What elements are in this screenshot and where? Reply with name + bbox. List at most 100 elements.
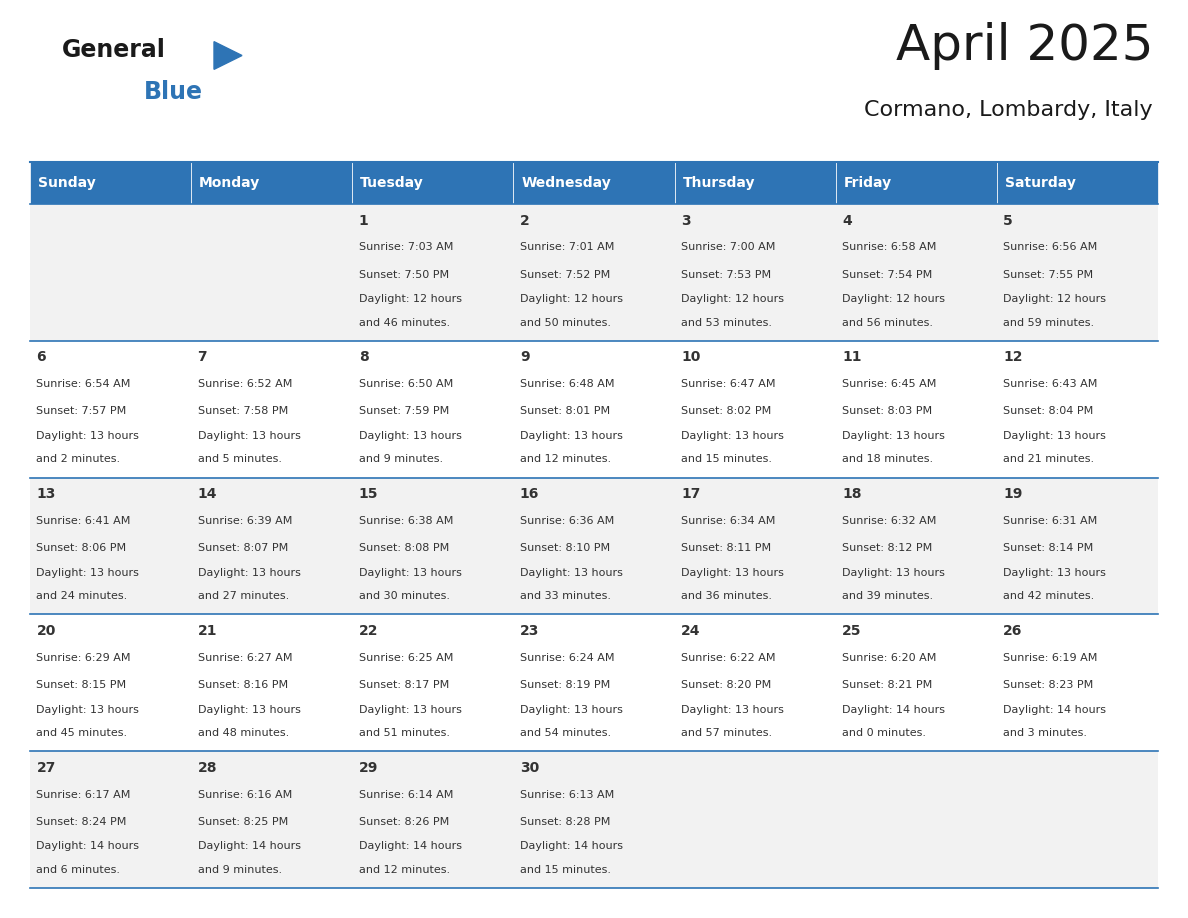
Text: Sunrise: 6:41 AM: Sunrise: 6:41 AM bbox=[37, 516, 131, 526]
Bar bbox=[835, 204, 997, 341]
Text: 20: 20 bbox=[37, 624, 56, 638]
Text: Sunrise: 6:52 AM: Sunrise: 6:52 AM bbox=[197, 379, 292, 389]
Bar bbox=[30, 614, 191, 751]
Bar bbox=[997, 341, 1158, 477]
Text: Daylight: 12 hours: Daylight: 12 hours bbox=[520, 295, 623, 304]
Text: and 15 minutes.: and 15 minutes. bbox=[520, 865, 611, 875]
Text: April 2025: April 2025 bbox=[896, 22, 1154, 70]
Bar bbox=[835, 477, 997, 614]
Bar bbox=[191, 751, 353, 888]
Text: Daylight: 12 hours: Daylight: 12 hours bbox=[842, 295, 946, 304]
Text: 15: 15 bbox=[359, 487, 378, 501]
Text: Sunrise: 6:20 AM: Sunrise: 6:20 AM bbox=[842, 653, 936, 663]
Text: 30: 30 bbox=[520, 761, 539, 775]
Text: Sunset: 8:25 PM: Sunset: 8:25 PM bbox=[197, 817, 287, 827]
Text: and 42 minutes.: and 42 minutes. bbox=[1004, 591, 1094, 601]
Bar bbox=[997, 477, 1158, 614]
Polygon shape bbox=[214, 41, 242, 70]
Text: Sunset: 8:08 PM: Sunset: 8:08 PM bbox=[359, 543, 449, 554]
Text: 21: 21 bbox=[197, 624, 217, 638]
Text: Daylight: 12 hours: Daylight: 12 hours bbox=[1004, 295, 1106, 304]
Text: and 36 minutes.: and 36 minutes. bbox=[681, 591, 772, 601]
Text: Sunrise: 6:43 AM: Sunrise: 6:43 AM bbox=[1004, 379, 1098, 389]
Text: and 27 minutes.: and 27 minutes. bbox=[197, 591, 289, 601]
Text: Sunrise: 6:34 AM: Sunrise: 6:34 AM bbox=[681, 516, 776, 526]
Text: Sunset: 7:53 PM: Sunset: 7:53 PM bbox=[681, 270, 771, 280]
Text: Sunset: 8:01 PM: Sunset: 8:01 PM bbox=[520, 407, 609, 417]
Bar bbox=[353, 162, 513, 204]
Text: 19: 19 bbox=[1004, 487, 1023, 501]
Bar bbox=[513, 477, 675, 614]
Bar bbox=[191, 614, 353, 751]
Text: Sunrise: 6:16 AM: Sunrise: 6:16 AM bbox=[197, 789, 292, 800]
Text: and 56 minutes.: and 56 minutes. bbox=[842, 318, 933, 328]
Text: Sunset: 8:20 PM: Sunset: 8:20 PM bbox=[681, 680, 771, 690]
Text: and 53 minutes.: and 53 minutes. bbox=[681, 318, 772, 328]
Text: Sunset: 7:57 PM: Sunset: 7:57 PM bbox=[37, 407, 127, 417]
Text: and 5 minutes.: and 5 minutes. bbox=[197, 454, 282, 465]
Text: Sunset: 8:15 PM: Sunset: 8:15 PM bbox=[37, 680, 127, 690]
Bar bbox=[675, 477, 835, 614]
Text: and 15 minutes.: and 15 minutes. bbox=[681, 454, 772, 465]
Text: and 33 minutes.: and 33 minutes. bbox=[520, 591, 611, 601]
Text: Sunset: 7:59 PM: Sunset: 7:59 PM bbox=[359, 407, 449, 417]
Bar bbox=[513, 341, 675, 477]
Text: Sunday: Sunday bbox=[38, 176, 96, 190]
Text: 27: 27 bbox=[37, 761, 56, 775]
Text: 10: 10 bbox=[681, 351, 701, 364]
Text: Sunrise: 6:39 AM: Sunrise: 6:39 AM bbox=[197, 516, 292, 526]
Text: and 9 minutes.: and 9 minutes. bbox=[359, 454, 443, 465]
Text: Sunrise: 6:27 AM: Sunrise: 6:27 AM bbox=[197, 653, 292, 663]
Text: and 50 minutes.: and 50 minutes. bbox=[520, 318, 611, 328]
Text: 3: 3 bbox=[681, 214, 690, 228]
Text: Sunset: 8:21 PM: Sunset: 8:21 PM bbox=[842, 680, 933, 690]
Text: Sunset: 8:02 PM: Sunset: 8:02 PM bbox=[681, 407, 771, 417]
Text: General: General bbox=[62, 38, 166, 62]
Text: 9: 9 bbox=[520, 351, 530, 364]
Text: Sunset: 8:19 PM: Sunset: 8:19 PM bbox=[520, 680, 611, 690]
Text: Daylight: 14 hours: Daylight: 14 hours bbox=[520, 842, 623, 852]
Text: Wednesday: Wednesday bbox=[522, 176, 612, 190]
Text: Sunrise: 6:14 AM: Sunrise: 6:14 AM bbox=[359, 789, 453, 800]
Text: 11: 11 bbox=[842, 351, 861, 364]
Text: Sunset: 7:54 PM: Sunset: 7:54 PM bbox=[842, 270, 933, 280]
Text: Sunrise: 6:25 AM: Sunrise: 6:25 AM bbox=[359, 653, 453, 663]
Text: Daylight: 14 hours: Daylight: 14 hours bbox=[359, 842, 462, 852]
Text: 8: 8 bbox=[359, 351, 368, 364]
Bar bbox=[191, 162, 353, 204]
Text: Daylight: 13 hours: Daylight: 13 hours bbox=[842, 431, 944, 441]
Text: Daylight: 13 hours: Daylight: 13 hours bbox=[359, 431, 462, 441]
Text: and 57 minutes.: and 57 minutes. bbox=[681, 728, 772, 738]
Text: and 48 minutes.: and 48 minutes. bbox=[197, 728, 289, 738]
Text: Thursday: Thursday bbox=[683, 176, 756, 190]
Text: 6: 6 bbox=[37, 351, 46, 364]
Text: Sunrise: 7:01 AM: Sunrise: 7:01 AM bbox=[520, 242, 614, 252]
Text: Sunrise: 6:22 AM: Sunrise: 6:22 AM bbox=[681, 653, 776, 663]
Text: 13: 13 bbox=[37, 487, 56, 501]
Text: Daylight: 14 hours: Daylight: 14 hours bbox=[1004, 705, 1106, 715]
Text: Sunrise: 6:47 AM: Sunrise: 6:47 AM bbox=[681, 379, 776, 389]
Text: 26: 26 bbox=[1004, 624, 1023, 638]
Text: 16: 16 bbox=[520, 487, 539, 501]
Bar bbox=[513, 162, 675, 204]
Text: Daylight: 13 hours: Daylight: 13 hours bbox=[842, 568, 944, 578]
Text: 5: 5 bbox=[1004, 214, 1013, 228]
Text: Daylight: 12 hours: Daylight: 12 hours bbox=[359, 295, 462, 304]
Bar bbox=[675, 614, 835, 751]
Text: 14: 14 bbox=[197, 487, 217, 501]
Bar bbox=[513, 751, 675, 888]
Bar bbox=[675, 204, 835, 341]
Bar bbox=[835, 162, 997, 204]
Text: and 39 minutes.: and 39 minutes. bbox=[842, 591, 934, 601]
Bar bbox=[191, 341, 353, 477]
Bar bbox=[30, 162, 191, 204]
Text: 25: 25 bbox=[842, 624, 861, 638]
Text: Daylight: 13 hours: Daylight: 13 hours bbox=[37, 705, 139, 715]
Text: Tuesday: Tuesday bbox=[360, 176, 424, 190]
Text: Daylight: 13 hours: Daylight: 13 hours bbox=[520, 568, 623, 578]
Text: and 0 minutes.: and 0 minutes. bbox=[842, 728, 927, 738]
Bar bbox=[191, 477, 353, 614]
Bar bbox=[513, 204, 675, 341]
Text: Sunset: 8:06 PM: Sunset: 8:06 PM bbox=[37, 543, 127, 554]
Text: Sunrise: 6:48 AM: Sunrise: 6:48 AM bbox=[520, 379, 614, 389]
